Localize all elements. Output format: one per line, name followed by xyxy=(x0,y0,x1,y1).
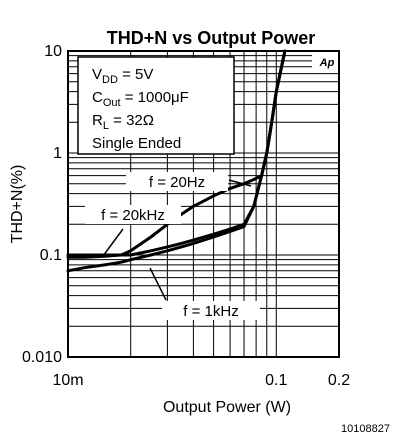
label-f-20khz-text: f = 20kHz xyxy=(101,207,165,224)
label-f-1khz: f = 1kHz xyxy=(149,267,260,320)
label-f-20hz-bg xyxy=(126,172,228,191)
label-f-1khz-bg xyxy=(162,301,260,320)
label-f-1khz-text: f = 1kHz xyxy=(183,303,238,320)
condition-vdd-subscript: DD xyxy=(102,74,118,86)
x-axis-label: Output Power (W) xyxy=(163,399,291,416)
condition-vdd: VDD = 5V xyxy=(92,66,153,86)
conditions-box: VDD = 5V COut = 1000μF RL = 32Ω Single E… xyxy=(77,56,235,155)
x-tick-label: 0.1 xyxy=(265,372,287,389)
x-tick-label: 10m xyxy=(52,372,83,389)
y-tick-label: 1 xyxy=(53,145,62,162)
conditions-box-frame xyxy=(77,56,235,155)
label-f-20hz-arrow xyxy=(228,179,252,187)
condition-mode: Single Ended xyxy=(92,135,181,152)
x-tick-label: 0.2 xyxy=(328,372,350,389)
label-f-20hz: f = 20Hz xyxy=(126,172,252,191)
figure-id: 10108827 xyxy=(341,423,390,435)
plot-frame xyxy=(67,50,340,358)
ap-logo: Ap xyxy=(312,55,338,69)
condition-cout-subscript: Out xyxy=(103,97,121,109)
tick-labels: 10m 0.1 0.2 10 1 0.1 0.010 xyxy=(22,43,350,389)
y-tick-label: 0.010 xyxy=(22,349,62,366)
condition-rl: RL = 32Ω xyxy=(92,112,154,132)
condition-rl-subscript: L xyxy=(103,120,109,132)
y-tick-label: 10 xyxy=(44,43,62,60)
y-tick-label: 0.1 xyxy=(40,247,62,264)
ap-logo-text: Ap xyxy=(319,57,335,69)
label-f-1khz-arrow xyxy=(149,267,167,301)
label-f-20hz-text: f = 20Hz xyxy=(149,174,205,191)
ap-logo-background xyxy=(312,55,338,68)
series-line-f-1khz xyxy=(66,49,287,273)
label-f-20khz-arrow xyxy=(102,228,124,257)
chart-title: THD+N vs Output Power xyxy=(107,28,316,48)
condition-cout: COut = 1000μF xyxy=(92,89,189,109)
series-lines xyxy=(66,49,287,273)
label-f-20khz-bg xyxy=(85,205,181,224)
y-axis-label: THD+N(%) xyxy=(9,165,26,244)
label-f-20khz: f = 20kHz xyxy=(85,205,181,257)
